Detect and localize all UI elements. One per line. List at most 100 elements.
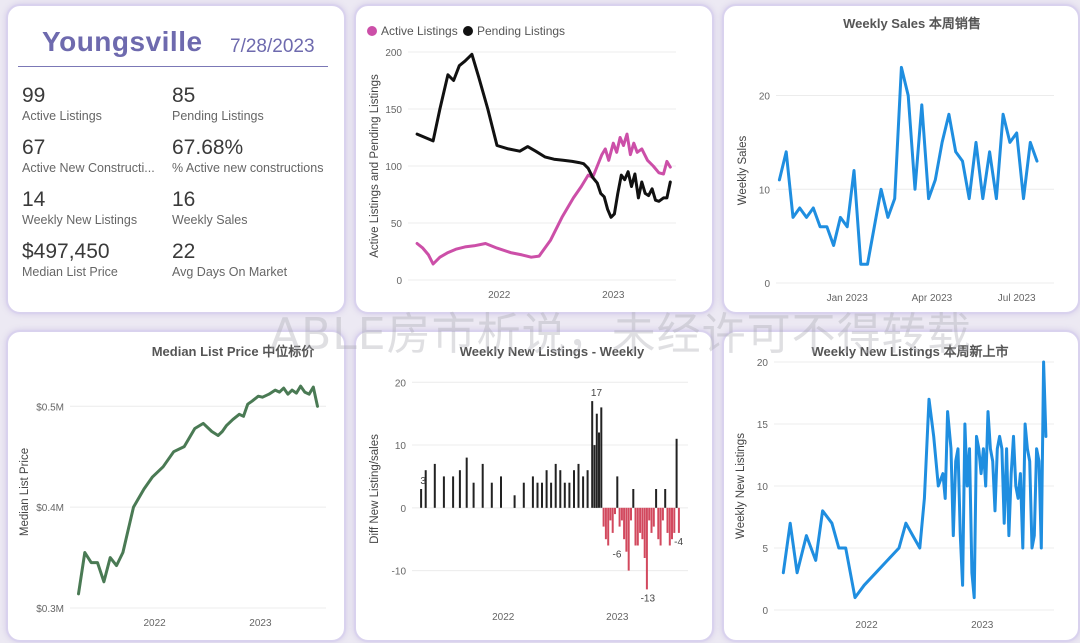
bar: [593, 445, 596, 508]
chart-title: Weekly Sales 本周销售: [843, 16, 981, 31]
median-price-chart-card: Median List Price 中位标价 $0.3M $0.4M $0.5M 202…: [6, 330, 346, 642]
bar: [625, 507, 628, 552]
y-tick-label: 20: [757, 358, 769, 369]
bar: [472, 482, 475, 508]
legend-marker-active: [367, 26, 377, 36]
bar: [604, 507, 607, 540]
kpi-label: Avg Days On Market: [172, 265, 288, 279]
bar: [465, 457, 468, 508]
bar: [545, 470, 548, 508]
bar: [636, 507, 639, 546]
title-divider: [18, 66, 328, 67]
bar: [500, 476, 502, 508]
bar: [600, 407, 603, 508]
y-tick-label: 15: [757, 420, 769, 431]
kpi-label: Active New Constructi...: [22, 161, 155, 175]
bar: [563, 482, 566, 508]
weekly-new-listings-chart: Weekly New Listings 本周新上市 0 5 10 15 20 2022 202…: [735, 344, 1054, 631]
bar: [664, 489, 667, 508]
x-tick-label: Jan 2023: [827, 293, 869, 304]
chart-title: Weekly New Listings 本周新上市: [812, 344, 1009, 359]
kpi-label: Active Listings: [22, 109, 102, 123]
bar: [614, 507, 616, 515]
data-label: -13: [641, 593, 656, 604]
bar: [671, 507, 673, 540]
bar: [620, 507, 623, 521]
series-line-weekly-new-listings: [781, 360, 1048, 600]
bar: [591, 401, 594, 508]
data-label: 3: [420, 476, 426, 487]
y-tick-label: 50: [391, 219, 403, 230]
bar: [645, 507, 648, 590]
bar: [661, 507, 664, 521]
bar: [568, 482, 571, 508]
y-axis-label: Weekly New Listings: [735, 433, 747, 539]
bar: [490, 482, 493, 508]
x-tick-label: 2023: [606, 612, 629, 623]
bar: [616, 476, 619, 508]
kpi-weekly-new-listings: 14 Weekly New Listings: [22, 188, 137, 228]
bar: [573, 470, 575, 508]
y-tick-label: 20: [395, 378, 407, 389]
x-tick-label: 2023: [971, 620, 994, 631]
kpi-pending-listings: 85 Pending Listings: [172, 84, 264, 124]
kpi-label: % Active new constructions: [172, 161, 324, 175]
kpi-avg-days-on-market: 22 Avg Days On Market: [172, 240, 287, 280]
series-line-weekly-sales: [777, 65, 1039, 266]
y-axis-label: Diff New Listing/sales: [369, 434, 381, 544]
bar: [634, 507, 637, 546]
bar: [632, 489, 635, 508]
bar: [481, 463, 484, 508]
kpi-label: Weekly Sales: [172, 213, 248, 227]
bar: [598, 432, 600, 508]
bar: [433, 463, 436, 508]
bar: [648, 507, 651, 521]
kpi-value: 14: [22, 188, 46, 211]
legend-label-active: Active Listings: [381, 24, 458, 38]
active-pending-listings-chart: 0 50 100 150 200 2022 2023 Active Listings and …: [367, 24, 676, 301]
bar: [641, 507, 644, 540]
y-tick-label: 0: [396, 276, 402, 287]
data-label: -6: [613, 550, 622, 561]
weekly-sales-chart-card: Weekly Sales 本周销售 0 10 20 Jan 2023 Apr 2023 Ju…: [722, 4, 1080, 314]
series-line-median-price: [77, 384, 319, 596]
y-tick-label: 150: [385, 105, 402, 116]
y-tick-label: 0: [400, 504, 406, 515]
y-tick-label: 10: [757, 482, 769, 493]
y-axis-label: Weekly Sales: [737, 136, 749, 206]
bar: [536, 482, 539, 508]
bar: [666, 507, 669, 533]
kpi-value: 22: [172, 240, 196, 263]
diff-new-listings-chart: Weekly New Listings - Weekly -10 0 10 20 2022…: [369, 344, 688, 623]
kpi-value: 67: [22, 136, 46, 159]
bar: [586, 470, 589, 508]
bar: [650, 507, 653, 533]
x-tick-label: 2022: [488, 290, 511, 301]
kpi-active-new-construction: 67 Active New Constructi...: [22, 136, 155, 176]
bar: [458, 470, 461, 508]
kpi-value: 16: [172, 188, 196, 211]
bar: [513, 495, 516, 508]
y-tick-label: $0.3M: [36, 604, 64, 615]
y-axis-label: Median List Price: [19, 448, 31, 536]
legend-label-pending: Pending Listings: [477, 24, 565, 38]
data-label: -4: [674, 537, 683, 548]
kpi-value: 67.68%: [172, 136, 244, 159]
listings-chart-card: 0 50 100 150 200 2022 2023 Active Listings and …: [354, 4, 714, 314]
x-tick-label: Apr 2023: [912, 293, 953, 304]
bar: [550, 482, 553, 508]
bar: [541, 482, 543, 508]
chart-title: Median List Price 中位标价: [152, 344, 316, 359]
kpi-label: Weekly New Listings: [22, 213, 138, 227]
kpi-label: Pending Listings: [172, 109, 264, 123]
bar: [424, 470, 427, 508]
kpi-pct-active-new-construction: 67.68% % Active new constructions: [172, 136, 323, 176]
bar: [609, 507, 612, 521]
y-tick-label: 100: [385, 162, 402, 173]
bar: [673, 507, 676, 533]
kpi-label: Median List Price: [22, 265, 118, 279]
data-label: 17: [591, 388, 603, 399]
bar: [623, 507, 626, 540]
series-line-active-listings: [415, 132, 672, 266]
y-tick-label: 0: [764, 279, 770, 290]
